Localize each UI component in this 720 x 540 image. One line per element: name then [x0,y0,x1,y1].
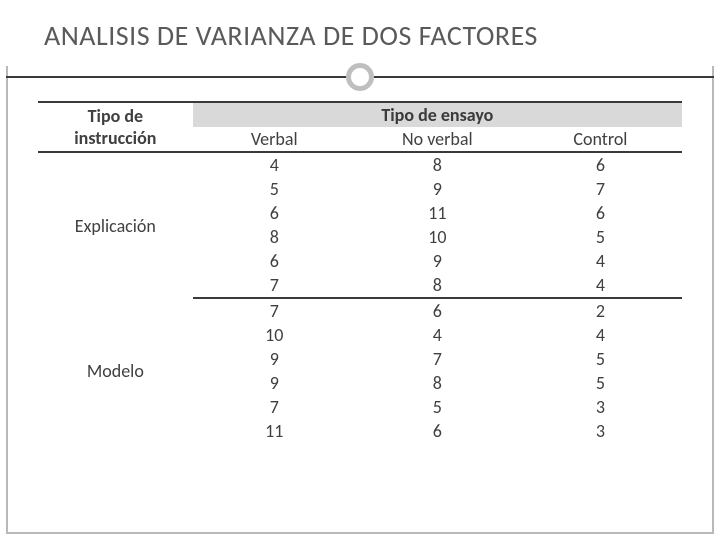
anova-table: Tipo de instrucción Tipo de ensayo Verba… [38,101,682,443]
group-label-explicacion: Explicación [38,152,193,298]
cell: 4 [519,323,682,347]
table-header-row-1: Tipo de instrucción Tipo de ensayo [38,102,682,127]
cell: 10 [193,323,356,347]
header-instruction: Tipo de instrucción [38,102,193,152]
header-col-noverbal: No verbal [356,127,519,152]
cell: 3 [519,419,682,443]
cell: 10 [356,225,519,249]
cell: 11 [356,201,519,225]
table-row: Modelo 7 6 2 [38,298,682,323]
cell: 4 [519,273,682,298]
cell: 5 [519,225,682,249]
cell: 5 [356,395,519,419]
cell: 6 [356,298,519,323]
cell: 7 [519,177,682,201]
cell: 9 [356,177,519,201]
cell: 4 [356,323,519,347]
page-title: ANALISIS DE VARIANZA DE DOS FACTORES [44,18,682,53]
cell: 6 [356,419,519,443]
cell: 11 [193,419,356,443]
cell: 6 [519,152,682,177]
cell: 7 [193,298,356,323]
cell: 7 [193,273,356,298]
cell: 8 [356,371,519,395]
header-col-control: Control [519,127,682,152]
header-col-verbal: Verbal [193,127,356,152]
cell: 7 [356,347,519,371]
divider-circle-icon [346,63,374,91]
cell: 8 [193,225,356,249]
slide: ANALISIS DE VARIANZA DE DOS FACTORES Tip… [0,0,720,540]
cell: 4 [193,152,356,177]
cell: 5 [193,177,356,201]
cell: 4 [519,249,682,273]
cell: 8 [356,152,519,177]
cell: 9 [193,371,356,395]
header-essay-group: Tipo de ensayo [193,102,682,127]
cell: 6 [193,249,356,273]
group-label-modelo: Modelo [38,298,193,443]
cell: 5 [519,347,682,371]
cell: 7 [193,395,356,419]
cell: 9 [193,347,356,371]
cell: 6 [519,201,682,225]
title-divider [38,63,682,91]
table-row: Explicación 4 8 6 [38,152,682,177]
cell: 8 [356,273,519,298]
cell: 2 [519,298,682,323]
cell: 9 [356,249,519,273]
cell: 5 [519,371,682,395]
cell: 6 [193,201,356,225]
cell: 3 [519,395,682,419]
